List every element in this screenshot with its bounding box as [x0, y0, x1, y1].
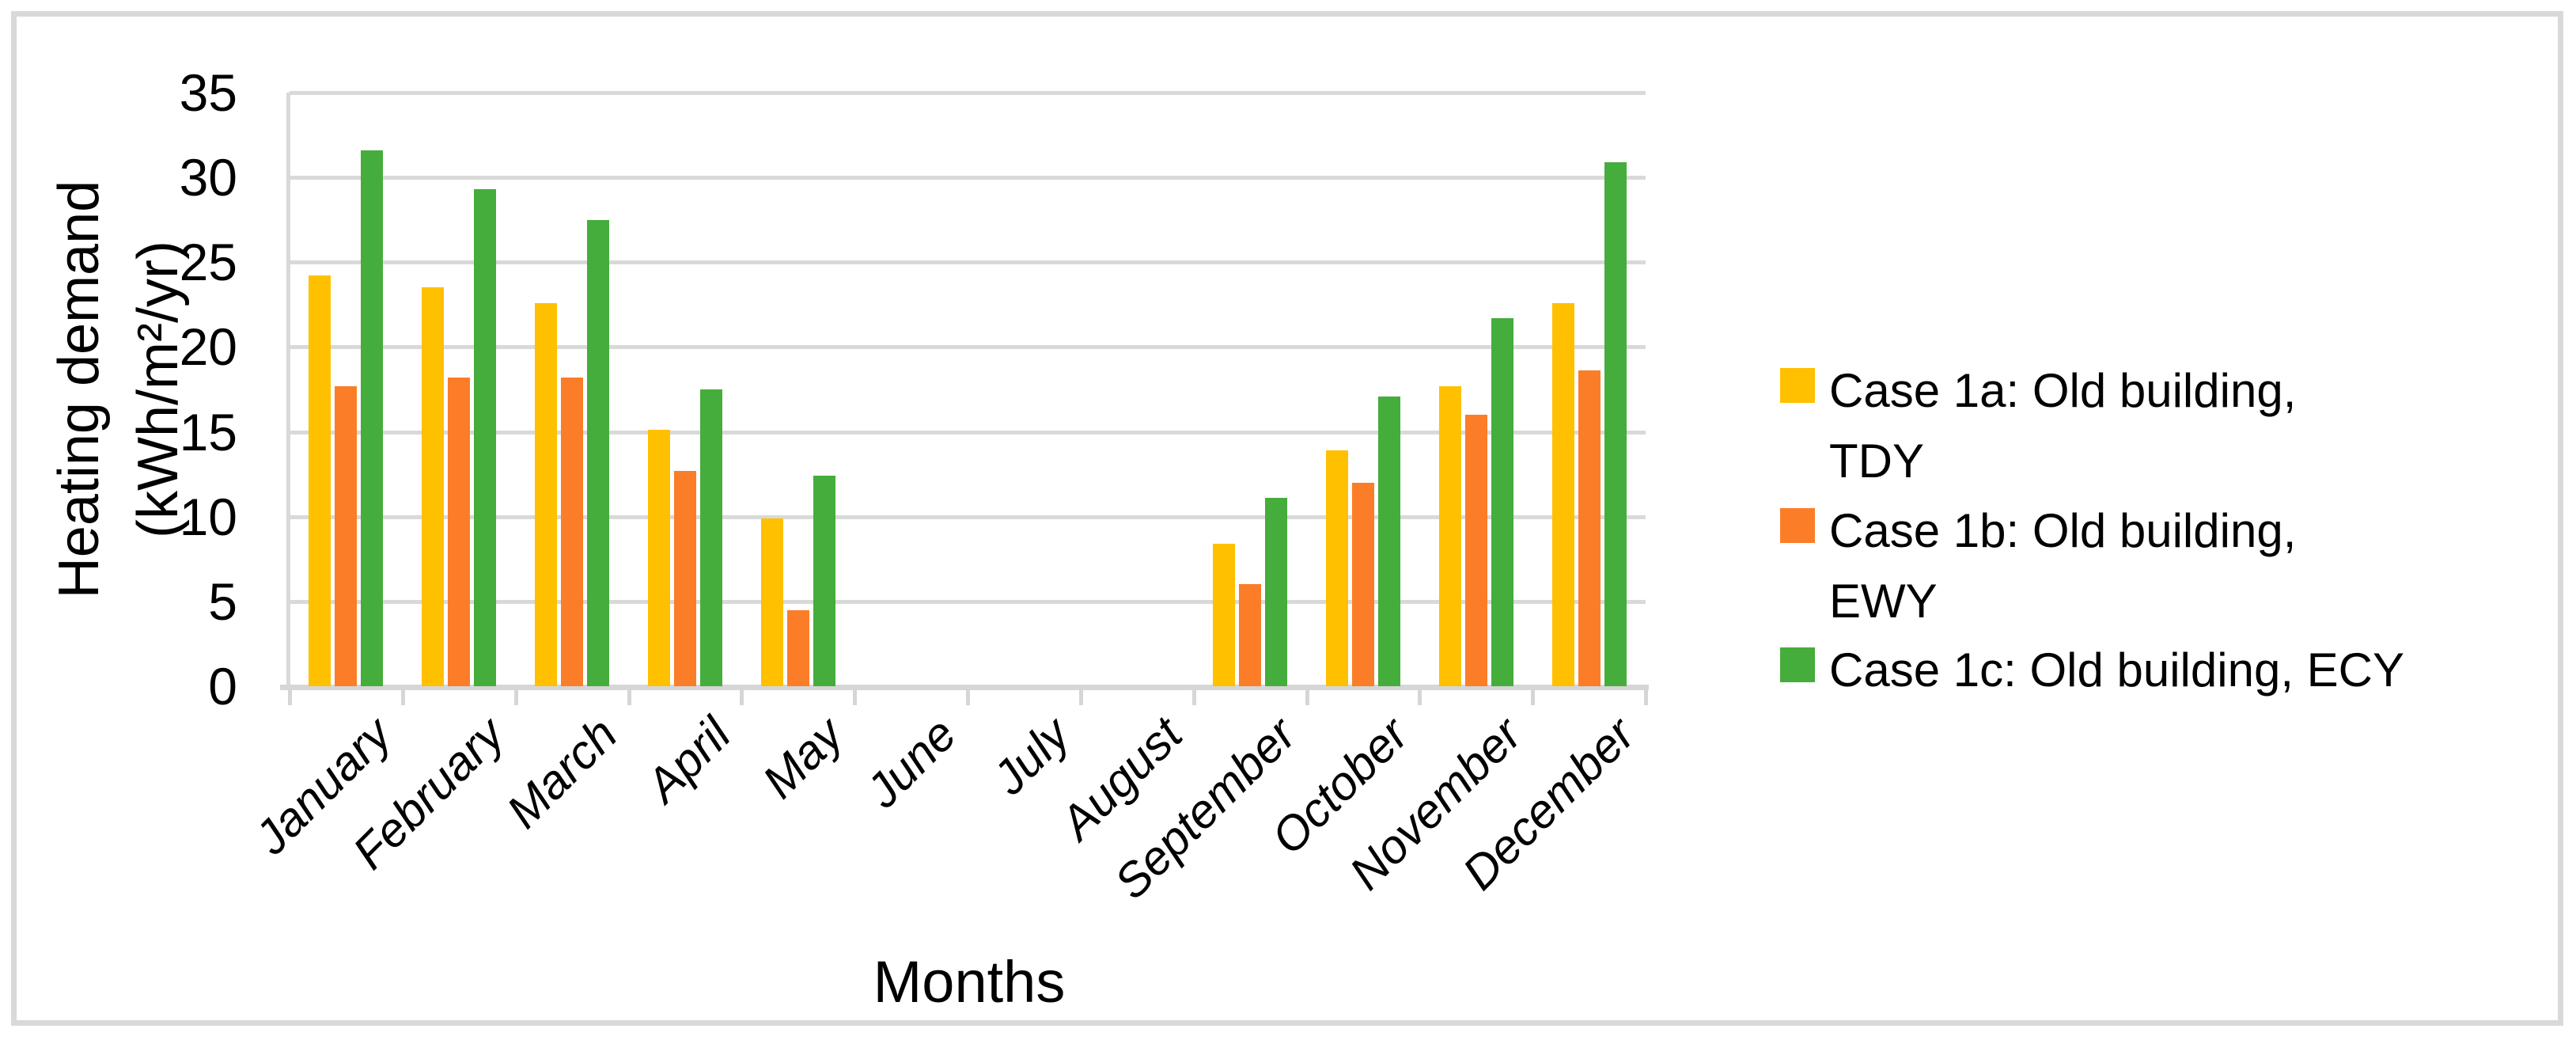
- y-tick-label-15: 15: [179, 402, 237, 461]
- bar-september-series2: [1239, 584, 1262, 686]
- gridline-y-10: [290, 514, 1646, 519]
- bar-april-series3: [699, 389, 722, 686]
- legend-label-line: Case 1c: Old building, ECY: [1829, 643, 2405, 696]
- y-axis-title-line2: (kWh/m²/yr): [127, 241, 190, 538]
- y-tick-label-25: 25: [179, 233, 237, 292]
- legend-label-series2: Case 1b: Old building, EWY: [1829, 495, 2296, 636]
- y-axis-line: [286, 93, 290, 686]
- bar-october-series2: [1351, 482, 1374, 686]
- bar-december-series3: [1604, 161, 1627, 686]
- y-axis-title: Heating demand (kWh/m²/yr): [40, 33, 198, 746]
- x-axis-tick: [513, 686, 518, 705]
- bar-january-series2: [335, 385, 358, 686]
- figure-border: [11, 11, 2563, 1026]
- gridline-y-20: [290, 345, 1646, 350]
- legend-label-line: TDY: [1829, 435, 1924, 488]
- x-axis-tick: [1644, 686, 1648, 705]
- x-axis-tick: [1418, 686, 1422, 705]
- gridline-y-35: [290, 91, 1646, 95]
- bar-september-series1: [1213, 544, 1236, 686]
- legend-label-line: EWY: [1829, 575, 1938, 628]
- x-axis-tick: [1531, 686, 1536, 705]
- bar-december-series2: [1578, 370, 1601, 686]
- gridline-y-5: [290, 599, 1646, 604]
- x-axis-tick: [288, 686, 292, 705]
- bar-january-series3: [361, 150, 384, 686]
- bar-may-series3: [813, 476, 835, 686]
- y-tick-label-30: 30: [179, 148, 237, 207]
- bar-november-series3: [1491, 318, 1513, 686]
- y-axis-title-line1: Heating demand: [47, 180, 111, 599]
- x-axis-title: Months: [873, 949, 1066, 1015]
- gridline-y-30: [290, 176, 1646, 180]
- x-axis-tick: [966, 686, 970, 705]
- bar-may-series2: [786, 609, 809, 686]
- bar-october-series3: [1377, 396, 1400, 686]
- legend-swatch-series2: [1780, 508, 1815, 543]
- bar-november-series2: [1464, 415, 1487, 686]
- x-axis-tick: [627, 686, 631, 705]
- bar-january-series1: [309, 275, 331, 686]
- x-axis-tick: [400, 686, 405, 705]
- legend-swatch-series3: [1780, 647, 1815, 682]
- x-axis-line: [280, 685, 1649, 690]
- y-tick-label-5: 5: [208, 571, 237, 631]
- legend-swatch-series1: [1780, 368, 1815, 403]
- x-axis-tick: [853, 686, 858, 705]
- bar-december-series1: [1551, 302, 1574, 686]
- bar-february-series3: [474, 189, 497, 686]
- bar-february-series1: [422, 287, 445, 686]
- x-axis-tick: [1078, 686, 1083, 705]
- bar-march-series2: [561, 378, 584, 686]
- legend-label-line: Case 1a: Old building,: [1829, 364, 2297, 417]
- y-tick-label-35: 35: [179, 63, 237, 122]
- bar-february-series2: [448, 378, 471, 686]
- bar-october-series1: [1325, 450, 1348, 686]
- x-axis-tick: [1191, 686, 1196, 705]
- legend-label-series3: Case 1c: Old building, ECY: [1829, 635, 2404, 705]
- bar-april-series1: [647, 430, 670, 686]
- y-tick-label-0: 0: [208, 657, 237, 715]
- x-axis-tick: [1305, 686, 1309, 705]
- bar-may-series1: [760, 518, 783, 686]
- x-axis-tick: [740, 686, 744, 705]
- bar-november-series1: [1438, 385, 1461, 686]
- bar-april-series2: [673, 470, 696, 686]
- gridline-y-15: [290, 430, 1646, 435]
- legend-label-series1: Case 1a: Old building, TDY: [1829, 355, 2296, 496]
- bar-september-series3: [1265, 498, 1288, 686]
- y-tick-label-20: 20: [179, 317, 237, 377]
- bar-march-series3: [587, 219, 610, 686]
- gridline-y-25: [290, 260, 1646, 265]
- bar-march-series1: [535, 302, 558, 686]
- y-tick-label-10: 10: [179, 487, 237, 546]
- legend-label-line: Case 1b: Old building,: [1829, 504, 2297, 557]
